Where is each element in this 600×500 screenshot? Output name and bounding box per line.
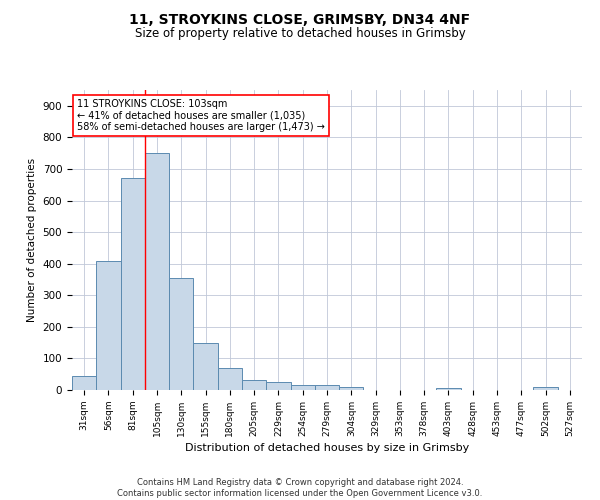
Bar (145, 153, 169, 390)
Bar (193, 344, 218, 390)
Text: 11, STROYKINS CLOSE, GRIMSBY, DN34 4NF: 11, STROYKINS CLOSE, GRIMSBY, DN34 4NF (130, 12, 470, 26)
Text: 11 STROYKINS CLOSE: 103sqm
← 41% of detached houses are smaller (1,035)
58% of s: 11 STROYKINS CLOSE: 103sqm ← 41% of deta… (77, 99, 325, 132)
Bar (96, 260, 121, 390)
Bar (121, 178, 145, 390)
Bar (218, 368, 242, 390)
Bar (242, 380, 266, 390)
Bar (290, 386, 315, 390)
X-axis label: Distribution of detached houses by size in Grimsby: Distribution of detached houses by size … (185, 443, 469, 453)
Bar (169, 278, 193, 390)
Bar (533, 388, 558, 390)
Bar (315, 386, 339, 390)
Text: Contains HM Land Registry data © Crown copyright and database right 2024.
Contai: Contains HM Land Registry data © Crown c… (118, 478, 482, 498)
Bar (339, 388, 364, 390)
Bar (266, 382, 290, 390)
Y-axis label: Number of detached properties: Number of detached properties (27, 158, 37, 322)
Text: Size of property relative to detached houses in Grimsby: Size of property relative to detached ho… (134, 28, 466, 40)
Bar (72, 376, 96, 390)
Bar (436, 388, 461, 390)
